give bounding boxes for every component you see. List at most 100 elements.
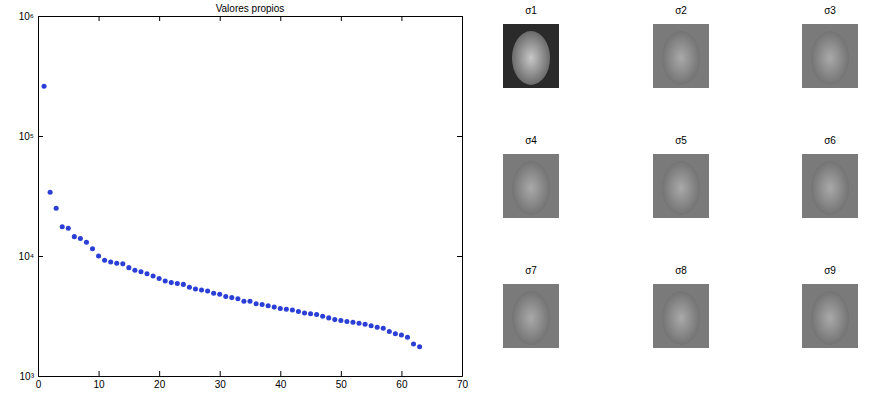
tick: 10 — [94, 371, 106, 390]
point — [375, 325, 380, 330]
point — [96, 253, 101, 258]
axis-line — [39, 16, 463, 17]
face-shape — [811, 161, 849, 215]
eigenface-panel: σ8 — [653, 265, 709, 348]
point — [90, 246, 95, 251]
panel-label: σ9 — [824, 265, 836, 276]
tick-mark — [457, 256, 462, 257]
point — [387, 329, 392, 334]
point — [217, 292, 222, 297]
panel-label: σ3 — [824, 5, 836, 16]
tick-label: 70 — [457, 379, 469, 390]
x-axis-top — [39, 16, 463, 21]
tick: 10⁵ — [19, 131, 43, 142]
point — [42, 84, 47, 89]
eigenface-image — [503, 284, 559, 348]
point — [350, 320, 355, 325]
title: Valores propios — [216, 3, 285, 14]
tick-label: 40 — [275, 379, 287, 390]
point — [308, 311, 313, 316]
tick-mark — [159, 16, 160, 21]
point — [278, 306, 283, 311]
point — [320, 314, 325, 319]
face-shape — [512, 291, 550, 345]
points — [42, 84, 423, 350]
point — [175, 281, 180, 286]
tick-mark — [280, 16, 281, 21]
point — [157, 276, 162, 281]
tick-label: 10⁵ — [19, 131, 34, 142]
figure: 01020304050607010³10⁴10⁵10⁶Valores propi… — [0, 0, 885, 400]
point — [54, 206, 59, 211]
eigenface-panel: σ1 — [503, 5, 559, 88]
panel-label: σ1 — [525, 5, 537, 16]
tick-mark — [38, 136, 43, 137]
eigenface-panel: σ7 — [503, 265, 559, 348]
point — [241, 299, 246, 304]
tick — [457, 16, 462, 17]
point — [102, 258, 107, 263]
eigenface-image — [503, 154, 559, 218]
tick: 40 — [275, 371, 287, 390]
tick-mark — [457, 136, 462, 137]
point — [247, 299, 252, 304]
point — [272, 305, 277, 310]
point — [369, 323, 374, 328]
panel-label: σ4 — [525, 135, 537, 146]
tick-label: 0 — [36, 379, 42, 390]
point — [363, 322, 368, 327]
point — [114, 261, 119, 266]
tick-mark — [38, 376, 43, 377]
eigenface-panel: σ4 — [503, 135, 559, 218]
tick — [220, 16, 221, 21]
face-shape — [662, 31, 700, 85]
eigenface-image — [503, 24, 559, 88]
point — [254, 301, 259, 306]
tick: 10⁴ — [19, 251, 43, 262]
tick-label: 30 — [215, 379, 227, 390]
panel-label: σ6 — [824, 135, 836, 146]
point — [326, 315, 331, 320]
point — [223, 294, 228, 299]
tick-mark — [457, 376, 462, 377]
tick: 50 — [336, 371, 348, 390]
point — [399, 332, 404, 337]
eigenface-panel: σ6 — [802, 135, 858, 218]
face-shape — [811, 31, 849, 85]
point — [284, 307, 289, 312]
point — [84, 240, 89, 245]
y-axis: 10³10⁴10⁵10⁶ — [19, 11, 43, 382]
point — [132, 268, 137, 273]
tick-mark — [401, 16, 402, 21]
point — [48, 190, 53, 195]
y-axis-right — [457, 17, 463, 377]
point — [163, 278, 168, 283]
x-axis: 0 10 20 30 40 50 60 70 — [36, 371, 469, 390]
tick: 20 — [154, 371, 166, 390]
tick-label: 10⁴ — [19, 251, 34, 262]
tick — [457, 256, 462, 257]
face-shape — [512, 161, 550, 215]
point — [187, 285, 192, 290]
eigenface-panel: σ5 — [653, 135, 709, 218]
point — [199, 288, 204, 293]
point — [357, 321, 362, 326]
tick-mark — [38, 256, 43, 257]
point — [344, 319, 349, 324]
point — [72, 234, 77, 239]
point — [66, 226, 71, 231]
point — [181, 282, 186, 287]
point — [78, 236, 83, 241]
eigenface-image — [653, 154, 709, 218]
eigenface-panel: σ9 — [802, 265, 858, 348]
eigenface-image — [802, 154, 858, 218]
panel-label: σ8 — [675, 265, 687, 276]
tick-label: 50 — [336, 379, 348, 390]
tick-mark — [280, 371, 281, 376]
point — [235, 296, 240, 301]
eigenface-image — [802, 284, 858, 348]
tick-label: 60 — [396, 379, 408, 390]
point — [296, 309, 301, 314]
tick — [99, 16, 100, 21]
face-shape — [512, 31, 550, 85]
